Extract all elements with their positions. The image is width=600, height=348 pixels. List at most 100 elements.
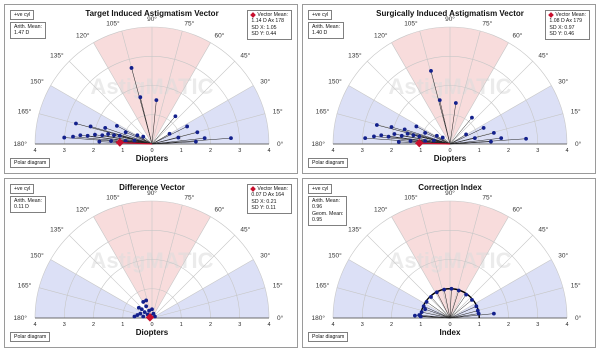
data-point [489,139,493,144]
chart-title: Target Induced Astigmatism Vector [85,9,218,18]
grid-radial [449,61,533,145]
arith-mean-box: Arith. Mean: 0.96 Geom. Mean: 0.95 [308,196,348,226]
polar-diagram-button[interactable]: Polar diagram [10,331,51,342]
data-spoke [449,313,494,319]
data-point [112,133,116,138]
grid-radial [151,287,266,319]
data-point [106,132,111,136]
data-point [524,136,528,141]
data-spoke [449,117,473,145]
data-point [413,313,417,318]
degree-label: 135° [348,52,362,60]
data-point [429,68,433,73]
mean-vector-marker [145,313,155,322]
red-diamond-icon [250,11,257,18]
data-spoke [143,136,153,145]
degree-label: 120° [76,32,90,40]
panel-surgically-induced: AstigMATIC 0° 15° 30° 45° 60° 75° 90° 105° 120° 13… [302,4,596,174]
x-axis-label: Diopters [136,154,169,163]
degree-label: 90° [147,15,157,23]
degree-label: 30° [558,78,568,86]
data-spoke [151,116,176,145]
data-point [429,295,433,299]
data-spoke [421,311,451,319]
grid-radial [348,259,451,319]
radial-tick-label: 2 [92,322,95,328]
data-point [135,313,140,317]
data-spoke [140,97,153,145]
degree-label: 15° [273,282,283,290]
degree-label: 15° [273,108,283,116]
data-spoke [425,132,451,145]
data-point [144,304,149,309]
radial-tick-label: 4 [33,148,36,154]
grid-radial [151,42,211,145]
grid-radial [449,204,481,319]
data-point [499,136,504,141]
polar-diagram-button[interactable]: Polar diagram [308,331,349,342]
data-spoke [426,301,451,319]
degree-label: 30° [260,252,270,260]
data-spoke [151,137,231,145]
data-point [386,134,391,139]
data-spoke [430,70,451,145]
grid-radial [367,235,451,319]
degree-label: 15° [571,108,581,116]
data-point [195,130,200,135]
radial-tick-label: 3 [536,322,539,328]
radial-tick-label: 3 [536,148,539,154]
degree-label: 75° [482,19,492,27]
panel-difference-vector: AstigMATIC 0° 15° 30° 45° 60° 75° 90° 105° 120° 13… [4,178,298,348]
radial-tick-label: 3 [238,322,241,328]
data-spoke [449,103,457,145]
radial-tick-label: 4 [33,322,36,328]
radial-tick-label: 2 [507,322,510,328]
data-point [491,130,496,135]
data-point [141,314,146,319]
data-point [151,311,156,316]
grid-radial [336,287,451,319]
cyl-label-box: +ve cyl [10,10,35,21]
red-diamond-icon [548,11,555,18]
radial-tick-label: 2 [209,148,212,154]
data-spoke [423,306,451,319]
radial-tick-label: 2 [92,148,95,154]
data-spoke [449,290,460,319]
data-point [185,124,190,129]
data-point [423,307,428,312]
data-point [123,139,128,143]
grid-radial [391,42,451,145]
x-axis-label: Index [440,328,461,337]
data-spoke [125,132,153,145]
degree-label: 165° [316,108,330,116]
data-point [167,131,172,136]
data-point [417,134,422,139]
data-point [417,313,422,317]
degree-label: 150° [328,78,342,86]
data-point [372,134,376,139]
data-spoke [439,100,451,145]
data-point [419,310,424,315]
radial-tick-label: 2 [507,148,510,154]
data-point [414,124,419,129]
polar-diagram-button[interactable]: Polar diagram [308,157,349,168]
data-point [408,139,413,143]
degree-label: 135° [50,52,64,60]
grid-radial [449,259,552,319]
polar-chart: AstigMATIC0°15°30°45°60°75°90°105°120°13… [14,183,284,337]
sector-150-180 [35,85,152,144]
cyl-label-box: +ve cyl [308,10,333,21]
data-point [399,133,404,138]
data-point [93,132,97,137]
degree-label: 150° [30,252,44,260]
degree-label: 75° [184,193,194,201]
grid-radial [367,61,451,145]
degree-label: 30° [558,252,568,260]
cyl-label-box: +ve cyl [308,184,333,195]
data-point [117,133,122,138]
data-point [74,121,78,126]
degree-label: 180° [14,140,28,148]
data-spoke [449,299,473,319]
polar-diagram-button[interactable]: Polar diagram [10,157,51,168]
grid-radial [449,235,533,319]
